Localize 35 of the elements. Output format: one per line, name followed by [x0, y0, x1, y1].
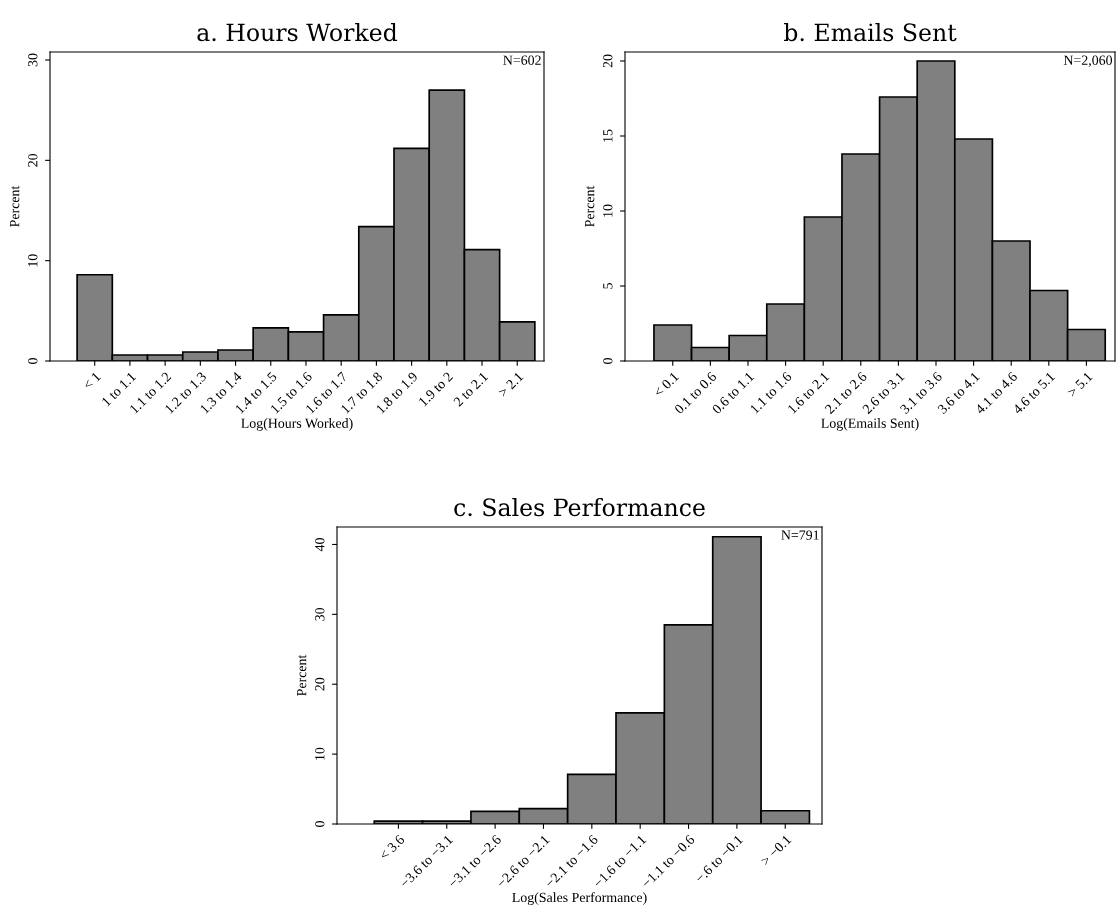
x-tick-label: −.6 to −0.1	[694, 834, 744, 884]
y-axis-title: Percent	[10, 185, 20, 227]
y-tick-label: 10	[28, 254, 38, 267]
y-tick-label: 15	[603, 129, 613, 142]
y-tick-label: 10	[315, 747, 325, 760]
x-axis-title: Log(Emails Sent)	[821, 418, 919, 431]
x-axis-title: Log(Hours Worked)	[241, 418, 353, 431]
y-tick-label: 0	[603, 358, 613, 364]
y-tick-label: 10	[603, 204, 613, 217]
y-tick-label: 20	[603, 54, 613, 68]
y-tick-label: 40	[315, 538, 325, 552]
chart-title: a. Hours Worked	[197, 22, 398, 42]
y-tick-label: 0	[315, 821, 325, 827]
x-tick-label: < 1	[82, 371, 101, 390]
x-tick-label: < 0.1	[653, 371, 680, 398]
y-tick-label: 0	[28, 358, 38, 364]
annotation: N=2,060	[1063, 55, 1113, 67]
annotation: N=791	[781, 530, 819, 540]
x-tick-label: < 3.6	[378, 834, 406, 861]
x-tick-label: 1.9 to 2	[418, 371, 454, 407]
x-tick-label: > 2.1	[497, 371, 524, 398]
y-tick-label: 20	[28, 153, 38, 167]
y-tick-label: 20	[315, 677, 325, 691]
x-tick-label: > 5.1	[1066, 371, 1093, 398]
x-tick-label: > −0.1	[760, 834, 792, 866]
x-tick-label: 2 to 2.1	[453, 371, 489, 407]
chart-title: b. Emails Sent	[783, 22, 957, 42]
y-tick-label: 5	[603, 283, 613, 289]
y-tick-label: 30	[315, 607, 325, 621]
y-axis-title: Percent	[585, 185, 595, 227]
x-axis-title: Log(Sales Performance)	[512, 892, 647, 905]
chart-title: c. Sales Performance	[454, 497, 705, 517]
annotation: N=602	[503, 55, 541, 65]
y-tick-label: 30	[28, 53, 38, 67]
y-axis-title: Percent	[297, 654, 307, 696]
